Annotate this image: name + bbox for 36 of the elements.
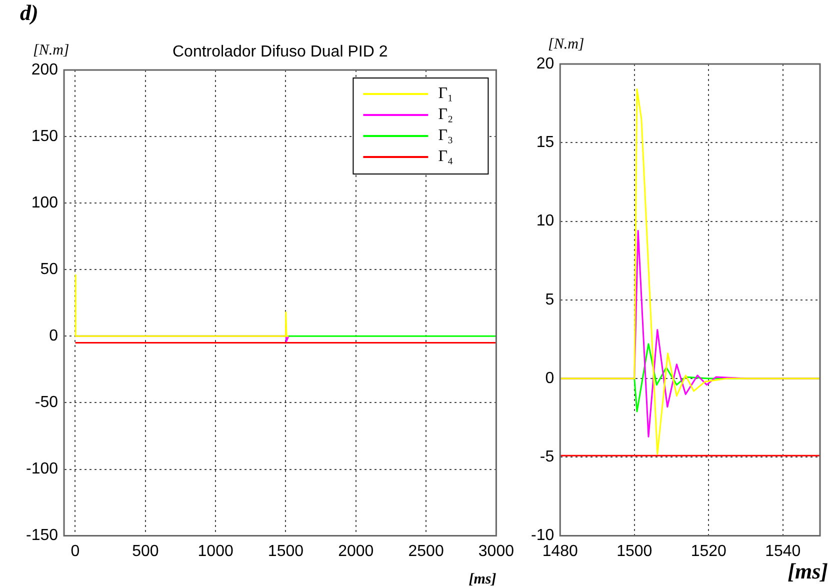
y-tick-label: 0	[49, 328, 58, 345]
x-tick-label: 1520	[690, 542, 727, 560]
x-tick-label: 0	[70, 542, 80, 560]
y-tick-label: -5	[540, 448, 554, 466]
y-tick-label: 100	[31, 194, 58, 212]
x-tick-label: 2000	[338, 542, 374, 560]
text: d)	[20, 0, 38, 26]
legend-label: Γ₄	[438, 148, 454, 166]
y-axis-title: [N.m]	[548, 36, 584, 52]
x-tick-label: 1540	[765, 542, 801, 560]
legend-label: Γ₂	[438, 106, 454, 124]
x-tick-label: 3000	[478, 542, 514, 560]
chart-title: Controlador Difuso Dual PID 2	[172, 43, 388, 60]
y-tick-label: 10	[536, 212, 554, 230]
y-tick-label: 20	[536, 55, 554, 72]
legend-label: Γ₃	[438, 127, 454, 144]
x-tick-label: 1500	[268, 542, 304, 560]
y-tick-label: -100	[26, 460, 58, 478]
x-axis-title: [ms]	[788, 558, 828, 584]
y-tick-label: 150	[31, 128, 58, 145]
y-tick-label: -150	[26, 527, 58, 544]
y-tick-label: 15	[536, 134, 554, 152]
x-tick-label: 1480	[542, 542, 578, 560]
x-axis-title: [ms]	[468, 571, 496, 587]
y-tick-label: 5	[545, 291, 554, 308]
y-axis-title: [N.m]	[33, 42, 70, 58]
x-tick-label: 1500	[616, 542, 652, 560]
y-tick-label: 0	[545, 370, 554, 387]
legend-label: Γ₁	[438, 85, 454, 102]
x-tick-label: 1000	[198, 542, 234, 560]
x-tick-label: 500	[132, 542, 159, 560]
y-tick-label: 200	[31, 61, 58, 78]
y-tick-label: -50	[34, 394, 58, 412]
y-tick-label: 50	[40, 261, 58, 278]
x-tick-label: 2500	[408, 542, 444, 560]
y-tick-label: -10	[531, 527, 554, 544]
